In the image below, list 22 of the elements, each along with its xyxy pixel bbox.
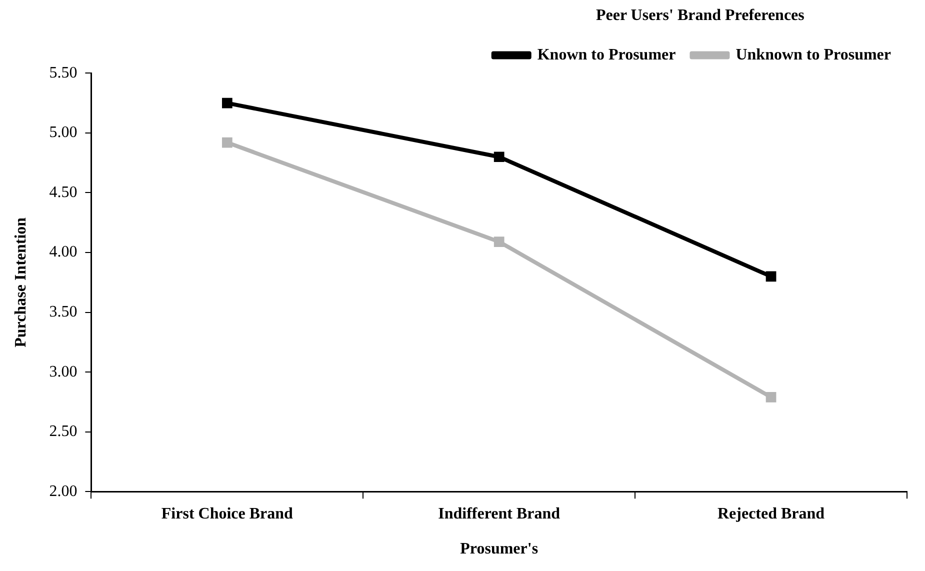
x-tick-label: Indifferent Brand	[438, 505, 560, 522]
point	[494, 236, 504, 247]
x-tick-label: Rejected Brand	[717, 505, 825, 522]
x-tick-label: First Choice Brand	[161, 505, 294, 522]
y-tick-label: 3.00	[49, 363, 78, 380]
y-tick-label: 5.00	[49, 124, 78, 142]
y-axis-title: Purchase Intention	[12, 217, 30, 348]
y-tick-label: 4.50	[49, 184, 78, 201]
x-axis-title: Prosumer's	[460, 540, 538, 558]
point	[222, 137, 232, 148]
point	[494, 152, 504, 162]
y-tick-label: 4.00	[49, 244, 78, 261]
legend-title: Peer Users' Brand Preferences	[596, 7, 804, 24]
y-tick-label: 2.00	[49, 482, 78, 500]
y-tick-label: 3.50	[49, 303, 78, 320]
point	[766, 392, 776, 402]
legend-label: Unknown to Prosumer	[736, 46, 892, 64]
point	[222, 98, 232, 108]
point	[766, 271, 776, 282]
legend-label: Known to Prosumer	[537, 46, 676, 64]
y-tick-label: 2.50	[49, 423, 78, 440]
y-tick-label: 5.50	[49, 64, 78, 82]
